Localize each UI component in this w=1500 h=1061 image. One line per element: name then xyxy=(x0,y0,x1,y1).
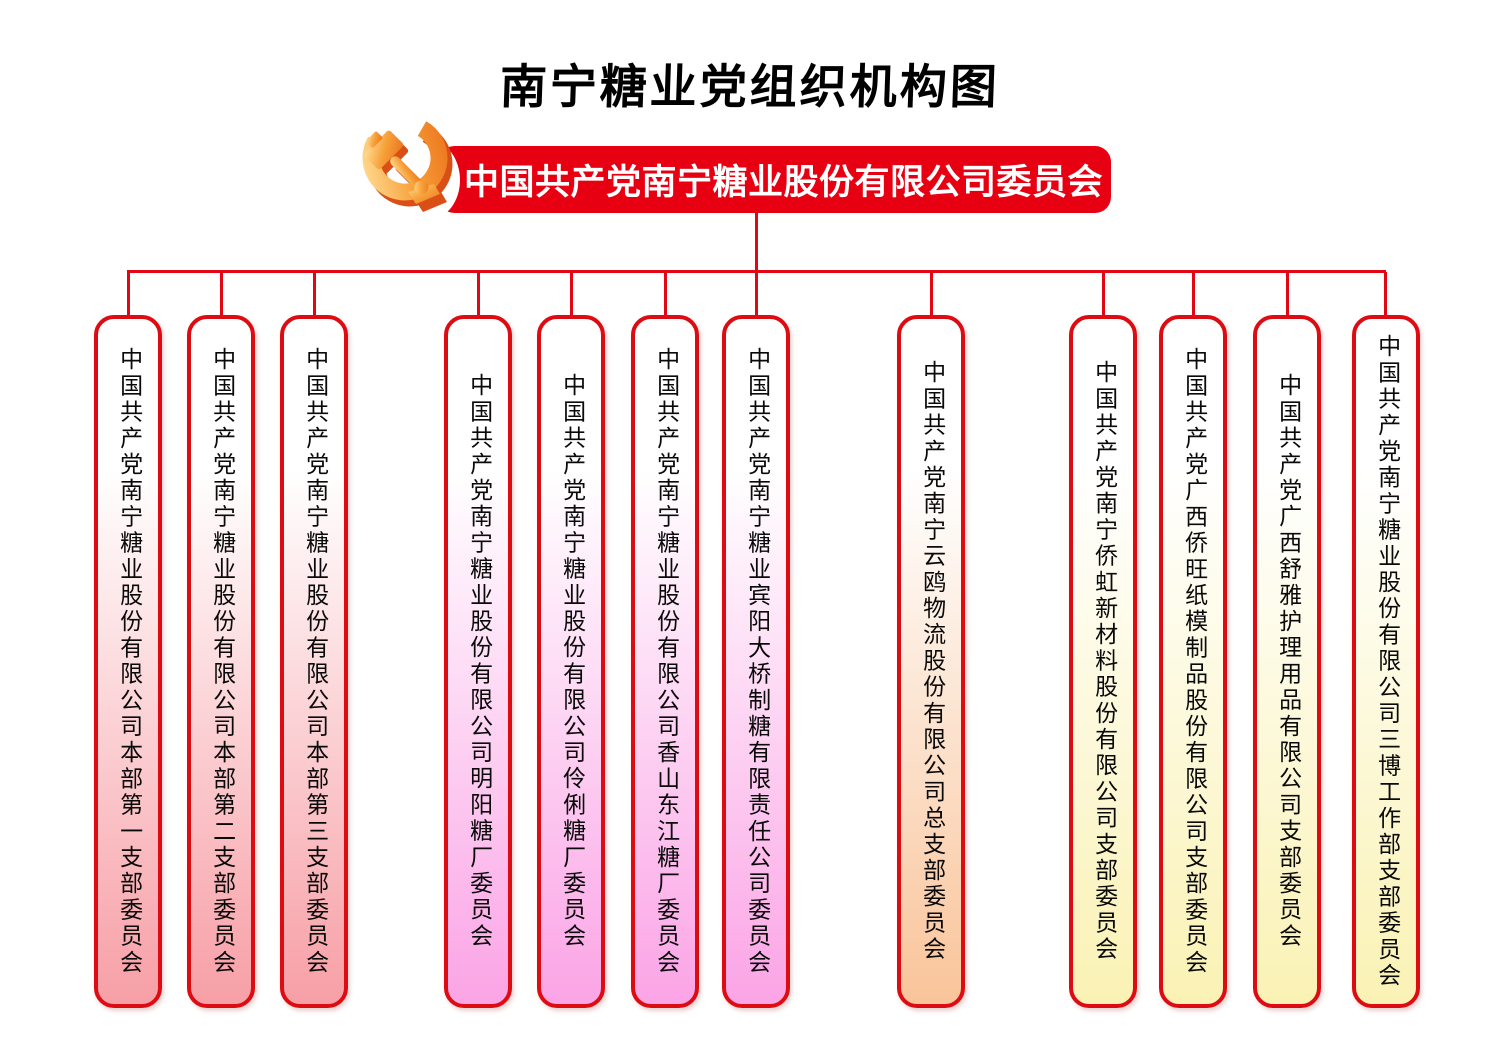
org-unit-label: 中国共产党南宁糖业宾阳大桥制糖有限责任公司委员会 xyxy=(743,347,770,976)
connector-drop xyxy=(1286,272,1289,316)
connector-drop xyxy=(220,272,223,316)
connector-drop xyxy=(313,272,316,316)
org-unit-box-8: 中国共产党南宁云鸥物流股份有限公司总支部委员会 xyxy=(897,315,965,1008)
org-unit-label: 中国共产党南宁糖业股份有限公司三博工作部支部委员会 xyxy=(1373,334,1400,989)
org-unit-box-7: 中国共产党南宁糖业宾阳大桥制糖有限责任公司委员会 xyxy=(722,315,790,1008)
org-unit-label: 中国共产党南宁糖业股份有限公司伶俐糖厂委员会 xyxy=(558,373,585,950)
connector-drop xyxy=(1102,272,1105,316)
org-unit-label: 中国共产党南宁侨虹新材料股份有限公司支部委员会 xyxy=(1090,360,1117,963)
org-unit-label: 中国共产党南宁糖业股份有限公司香山东江糖厂委员会 xyxy=(652,347,679,976)
org-unit-box-11: 中国共产党广西舒雅护理用品有限公司支部委员会 xyxy=(1253,315,1321,1008)
org-unit-box-10: 中国共产党广西侨旺纸模制品股份有限公司支部委员会 xyxy=(1159,315,1227,1008)
connector-drop xyxy=(477,272,480,316)
connector-drop xyxy=(930,272,933,316)
org-unit-label: 中国共产党南宁糖业股份有限公司本部第一支部委员会 xyxy=(115,347,142,976)
connector-drop xyxy=(127,272,130,316)
page-title: 南宁糖业党组织机构图 xyxy=(498,60,1001,115)
org-unit-box-1: 中国共产党南宁糖业股份有限公司本部第一支部委员会 xyxy=(94,315,162,1008)
org-unit-box-6: 中国共产党南宁糖业股份有限公司香山东江糖厂委员会 xyxy=(631,315,699,1008)
org-unit-box-3: 中国共产党南宁糖业股份有限公司本部第三支部委员会 xyxy=(280,315,348,1008)
connector-drop xyxy=(570,272,573,316)
connector-drop xyxy=(755,272,758,316)
org-unit-label: 中国共产党南宁云鸥物流股份有限公司总支部委员会 xyxy=(918,360,945,963)
org-unit-label: 中国共产党南宁糖业股份有限公司本部第二支部委员会 xyxy=(208,347,235,976)
root-committee-banner: 中国共产党南宁糖业股份有限公司委员会 xyxy=(430,146,1111,213)
org-unit-box-9: 中国共产党南宁侨虹新材料股份有限公司支部委员会 xyxy=(1069,315,1137,1008)
connector-horizontal xyxy=(127,270,1386,273)
org-unit-label: 中国共产党广西舒雅护理用品有限公司支部委员会 xyxy=(1274,373,1301,950)
connector-drop xyxy=(1192,272,1195,316)
org-unit-label: 中国共产党南宁糖业股份有限公司本部第三支部委员会 xyxy=(301,347,328,976)
org-unit-label: 中国共产党广西侨旺纸模制品股份有限公司支部委员会 xyxy=(1180,347,1207,976)
org-unit-box-5: 中国共产党南宁糖业股份有限公司伶俐糖厂委员会 xyxy=(537,315,605,1008)
org-unit-box-12: 中国共产党南宁糖业股份有限公司三博工作部支部委员会 xyxy=(1352,315,1420,1008)
connector-drop xyxy=(664,272,667,316)
org-unit-box-4: 中国共产党南宁糖业股份有限公司明阳糖厂委员会 xyxy=(444,315,512,1008)
connector-drop xyxy=(1384,272,1387,316)
org-unit-label: 中国共产党南宁糖业股份有限公司明阳糖厂委员会 xyxy=(465,373,492,950)
party-emblem-icon xyxy=(348,110,458,222)
root-committee-label: 中国共产党南宁糖业股份有限公司委员会 xyxy=(463,163,1103,203)
org-unit-box-2: 中国共产党南宁糖业股份有限公司本部第二支部委员会 xyxy=(187,315,255,1008)
connector-root-stub xyxy=(755,211,758,273)
